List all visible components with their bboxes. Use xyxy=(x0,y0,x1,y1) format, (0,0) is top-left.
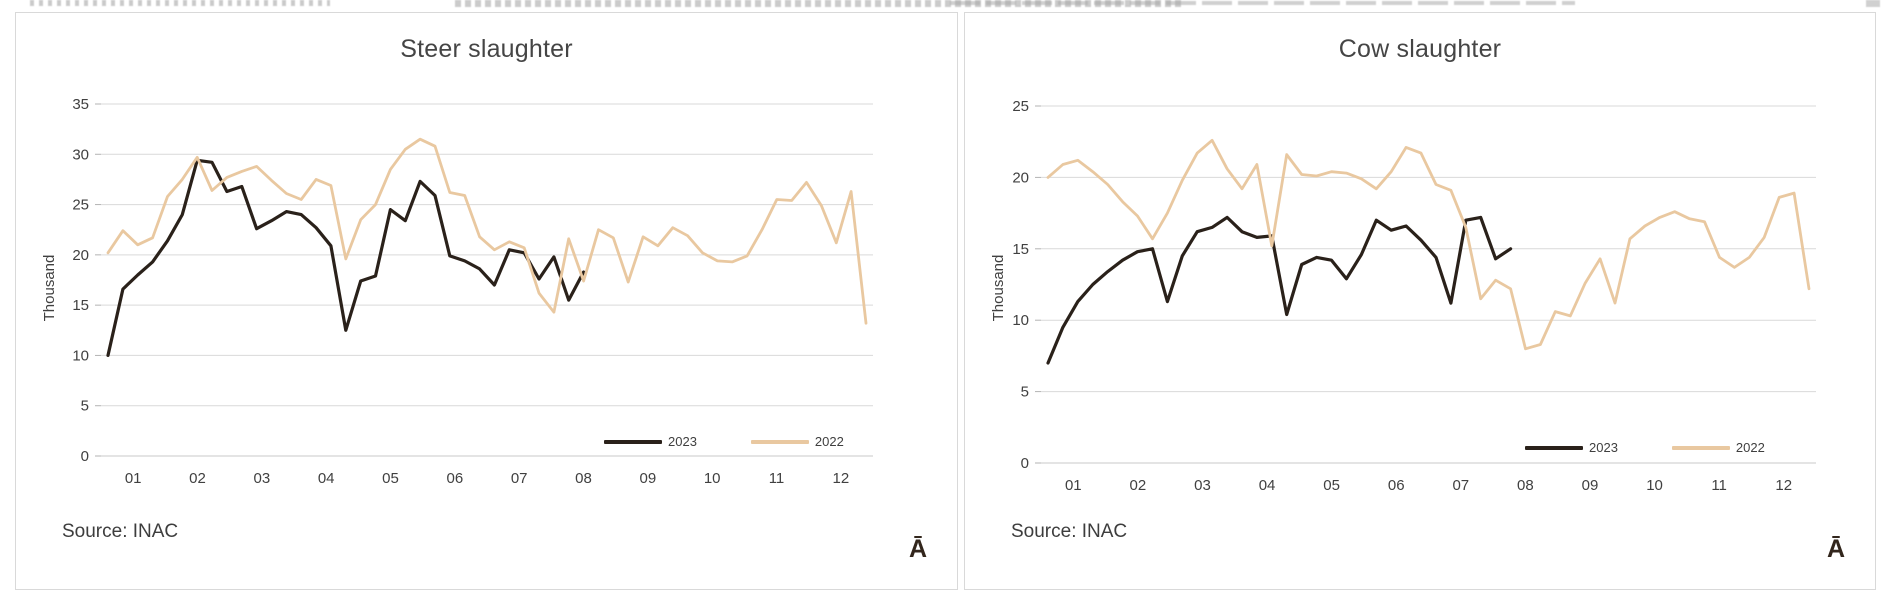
x-tick-label: 01 xyxy=(125,470,142,487)
y-tick-label: 15 xyxy=(1012,241,1029,258)
y-tick-label: 10 xyxy=(72,347,89,364)
legend-label: 2022 xyxy=(1735,440,1765,455)
legend-item-2023: 2023 xyxy=(604,434,697,449)
corner-a-macron-glyph: Ā xyxy=(1826,535,1845,563)
y-tick-label: 5 xyxy=(1021,384,1029,401)
legend-label: 2022 xyxy=(814,434,844,449)
x-tick-label: 02 xyxy=(1130,477,1147,494)
x-tick-label: 02 xyxy=(189,470,206,487)
x-tick-label: 07 xyxy=(511,470,528,487)
x-tick-label: 08 xyxy=(575,470,592,487)
y-tick-label: 30 xyxy=(72,146,89,163)
cropped-text-artifact xyxy=(1866,0,1880,7)
x-tick-label: 11 xyxy=(769,470,785,487)
y-axis-title: Thousand xyxy=(990,254,1007,322)
x-tick-label: 09 xyxy=(1582,477,1599,494)
y-tick-label: 5 xyxy=(81,398,89,415)
series-line-2023 xyxy=(1046,215,1513,365)
x-tick-label: 11 xyxy=(1711,477,1727,494)
x-tick-label: 04 xyxy=(1259,477,1276,494)
x-tick-label: 05 xyxy=(1323,477,1340,494)
x-tick-label: 09 xyxy=(639,470,656,487)
cropped-text-artifact xyxy=(30,0,330,6)
series-line-2022 xyxy=(106,137,868,325)
legend-label: 2023 xyxy=(668,434,697,449)
legend-item-2023: 2023 xyxy=(1525,440,1618,455)
series-line-2023 xyxy=(106,158,586,357)
x-tick-label: 01 xyxy=(1065,477,1082,494)
x-tick-label: 06 xyxy=(1388,477,1405,494)
chart-legend: 2023 2022 xyxy=(1525,440,1765,455)
cropped-text-artifact xyxy=(455,0,1185,7)
x-tick-label: 06 xyxy=(446,470,463,487)
corner-a-macron-glyph: Ā xyxy=(908,535,927,563)
y-tick-label: 25 xyxy=(72,197,89,214)
steer-slaughter-chart-panel: 0 5 10 15 20 25 30 35 01 02 03 04 05 06 07 08 09 10 11 12 S… xyxy=(15,12,958,590)
y-tick-label: 25 xyxy=(1012,98,1029,115)
y-tick-label: 20 xyxy=(72,247,89,264)
legend-label: 2023 xyxy=(1589,440,1618,455)
series-line-2022 xyxy=(1046,138,1811,351)
y-tick-label: 0 xyxy=(1021,455,1029,472)
cow-slaughter-chart-panel: 0 5 10 15 20 25 01 02 03 04 05 06 07 08 09 10 11 12 Cow s… xyxy=(964,12,1876,590)
x-tick-label: 12 xyxy=(832,470,849,487)
x-tick-label: 10 xyxy=(1646,477,1663,494)
x-tick-label: 05 xyxy=(382,470,399,487)
x-tick-label: 03 xyxy=(1194,477,1211,494)
chart-title: Cow slaughter xyxy=(1338,35,1502,63)
cropped-text-artifact xyxy=(950,1,1575,5)
source-caption: Source: INAC xyxy=(1011,521,1128,542)
y-axis-title: Thousand xyxy=(41,254,58,322)
legend-item-2022: 2022 xyxy=(750,434,844,449)
chart-legend: 2023 2022 xyxy=(604,434,844,449)
y-tick-label: 15 xyxy=(72,297,89,314)
x-tick-label: 07 xyxy=(1452,477,1469,494)
y-tick-label: 20 xyxy=(1012,169,1029,186)
legend-item-2022: 2022 xyxy=(1671,440,1765,455)
y-tick-label: 35 xyxy=(72,96,89,113)
x-tick-label: 10 xyxy=(704,470,721,487)
legend-line-swatch-2022 xyxy=(750,439,809,444)
legend-line-swatch-2023 xyxy=(604,439,662,444)
y-tick-label: 0 xyxy=(81,448,89,465)
x-tick-label: 04 xyxy=(318,470,335,487)
y-tick-label: 10 xyxy=(1012,312,1029,329)
x-tick-label: 08 xyxy=(1517,477,1534,494)
chart-title: Steer slaughter xyxy=(400,35,573,63)
x-tick-label: 03 xyxy=(253,470,270,487)
legend-line-swatch-2022 xyxy=(1671,445,1730,450)
x-tick-label: 12 xyxy=(1775,477,1792,494)
legend-line-swatch-2023 xyxy=(1525,445,1583,450)
source-caption: Source: INAC xyxy=(62,521,179,542)
